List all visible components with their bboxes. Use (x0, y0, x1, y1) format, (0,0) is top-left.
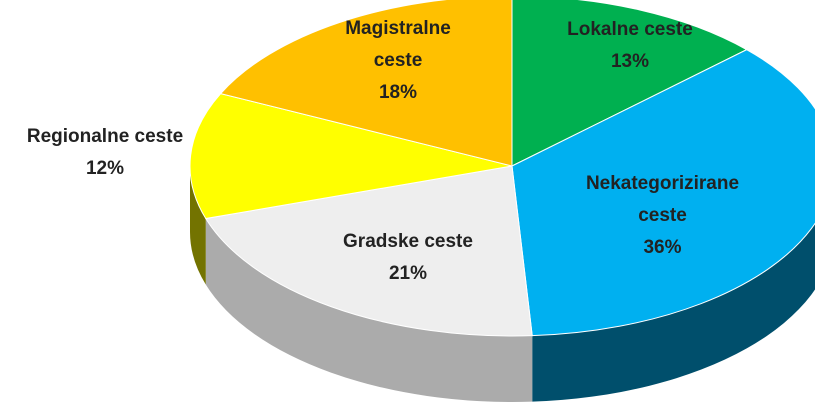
slice-side (190, 166, 206, 285)
category-label: Regionalne ceste (26, 126, 184, 147)
value-label: 12% (85, 158, 125, 179)
slice (219, 0, 513, 167)
slice-label: Regionalne ceste 12% (0, 121, 210, 185)
value-label: 18% (378, 82, 418, 103)
slice (511, 49, 815, 337)
category-label: Magistralne ceste (345, 18, 451, 71)
slice-label: Gradske ceste 21% (313, 226, 503, 290)
category-label: Gradske ceste (343, 231, 473, 252)
slice (511, 0, 748, 167)
slice-side (532, 223, 815, 402)
slice-label: Magistralne ceste 18% (328, 13, 468, 109)
slice (189, 93, 513, 220)
value-label: 13% (610, 51, 650, 72)
slice-side (205, 218, 533, 402)
category-label: Lokalne ceste (567, 19, 693, 40)
slice-label: Nekategorizirane ceste 36% (565, 168, 760, 264)
value-label: 36% (643, 237, 682, 258)
slice-label: Lokalne ceste 13% (540, 14, 720, 78)
category-label: Nekategorizirane ceste (585, 173, 740, 226)
slice (204, 165, 533, 337)
value-label: 21% (388, 263, 428, 284)
